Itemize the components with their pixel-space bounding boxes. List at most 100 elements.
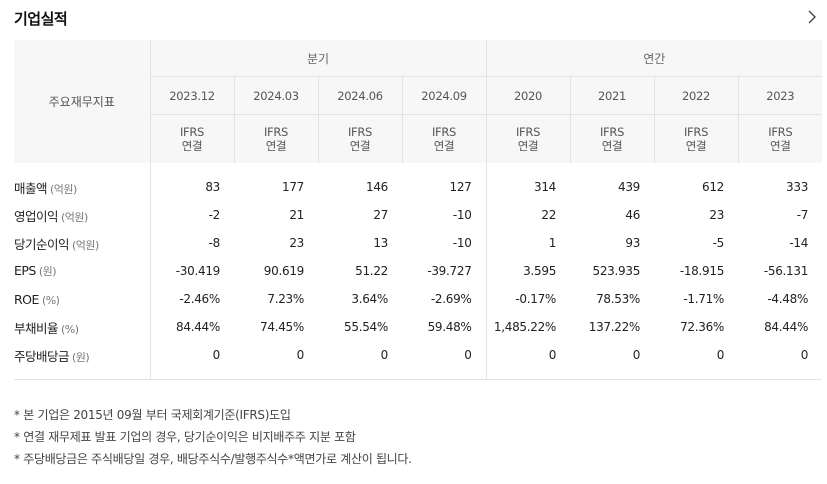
table-cell: -2.46% (149, 285, 234, 313)
table-cell: -2.69% (430, 292, 472, 306)
table-cell: 21 (289, 208, 304, 222)
row-label: ROE (%) (14, 285, 150, 313)
group-header-quarterly: 분기 (149, 40, 487, 77)
column-standard-header: IFRS 연결 (317, 114, 402, 163)
table-cell: 177 (281, 180, 304, 194)
table-cell: 523.935 (592, 264, 641, 278)
standard-label: IFRS (263, 125, 289, 139)
table-cell: 59.48% (427, 320, 472, 334)
table-cell: -56.131 (763, 264, 809, 278)
table-body: 매출액 (억원) 83 177 146 127 314 439 612 333 영업이익 (억원) -2… (14, 163, 822, 380)
table-cell: 0 (149, 341, 234, 380)
table-cell: 0 (380, 348, 389, 362)
column-date-header: 2022 (653, 76, 739, 115)
table-cell: 146 (365, 180, 388, 194)
table-row: 주당배당금 (원) 0 0 0 0 0 0 0 0 (14, 341, 822, 380)
table-cell: 46 (625, 208, 641, 222)
standard-label: IFRS (599, 125, 625, 139)
table-cell: 83 (149, 163, 234, 201)
table-cell: -5 (712, 236, 725, 250)
column-standard-header: IFRS 연결 (485, 114, 571, 163)
table-cell: 1 (485, 229, 571, 257)
table-cell: -8 (149, 229, 234, 257)
table-cell: -30.419 (149, 257, 234, 285)
table-cell: 0 (296, 348, 305, 362)
table-row: EPS (원) -30.419 90.619 51.22 -39.727 3.595 523.… (14, 257, 822, 285)
footnote: * 연결 재무제표 발표 기업의 경우, 당기순이익은 비지배주주 지분 포함 (14, 430, 356, 444)
standard-label: IFRS (347, 125, 373, 139)
table-cell: 1,485.22% (485, 313, 571, 341)
row-label: EPS (원) (14, 257, 150, 285)
table-cell: 3.64% (351, 292, 388, 306)
row-label: 부채비율 (%) (14, 313, 150, 341)
standard-label: IFRS (431, 125, 457, 139)
consolidation-label: 연결 (181, 139, 203, 153)
table-cell: 0 (464, 348, 472, 362)
column-standard-header: IFRS 연결 (149, 114, 234, 163)
metric-unit: (%) (61, 322, 79, 336)
table-head: 주요재무지표 분기 연간 2023.12 2024.03 2024.06 2024.0… (14, 40, 823, 163)
table-cell: 0 (632, 348, 641, 362)
column-date-header: 2020 (485, 76, 571, 115)
footnotes: * 본 기업은 2015년 09월 부터 국제회계기준(IFRS)도입 * 연결… (14, 404, 412, 470)
financial-table-wrapper: 주요재무지표 분기 연간 2023.12 2024.03 2024.06 2024.0… (14, 40, 823, 380)
column-standard-header: IFRS 연결 (233, 114, 318, 163)
table-cell: 72.36% (680, 320, 725, 334)
table-cell: 74.45% (260, 320, 304, 334)
table-cell: 84.44% (764, 320, 809, 334)
row-header-label: 주요재무지표 (14, 40, 150, 163)
table-cell: 0 (485, 341, 571, 380)
metric-name: 매출액 (14, 180, 48, 196)
metric-name: ROE (14, 291, 39, 307)
table-cell: 23 (709, 208, 725, 222)
table-cell: -7 (796, 208, 809, 222)
footnote: * 주당배당금은 주식배당일 경우, 배당주식수/발행주식수*액면가로 계산이 … (14, 452, 412, 466)
row-label: 매출액 (억원) (14, 163, 150, 201)
table-cell: -1.71% (683, 292, 725, 306)
table-row: ROE (%) -2.46% 7.23% 3.64% -2.69% -0.17% 78.53%… (14, 285, 822, 313)
row-label: 영업이익 (억원) (14, 201, 150, 229)
metric-unit: (억원) (61, 210, 88, 224)
table-cell: 27 (373, 208, 388, 222)
financial-table: 주요재무지표 분기 연간 2023.12 2024.03 2024.06 2024.0… (14, 40, 823, 380)
table-cell: -0.17% (485, 285, 571, 313)
chevron-right-icon[interactable] (804, 9, 820, 25)
table-cell: 612 (702, 180, 725, 194)
consolidation-label: 연결 (601, 139, 623, 153)
column-date-header: 2024.06 (317, 76, 402, 115)
column-standard-header: IFRS 연결 (401, 114, 487, 163)
table-cell: 127 (449, 180, 472, 194)
section-header: 기업실적 (14, 6, 820, 32)
column-date-header: 2023 (737, 76, 823, 115)
table-cell: 7.23% (267, 292, 304, 306)
metric-name: 주당배당금 (14, 348, 70, 364)
column-standard-header: IFRS 연결 (653, 114, 739, 163)
standard-label: IFRS (179, 125, 205, 139)
table-cell: -39.727 (427, 264, 472, 278)
table-cell: 13 (373, 236, 388, 250)
metric-unit: (억원) (72, 238, 99, 252)
table-cell: 137.22% (588, 320, 641, 334)
standard-label: IFRS (768, 125, 793, 139)
table-cell: 78.53% (596, 292, 641, 306)
section-title: 기업실적 (14, 10, 68, 28)
metric-name: 영업이익 (14, 208, 59, 224)
table-cell: -10 (452, 208, 472, 222)
table-cell: -14 (789, 236, 809, 250)
group-header-annual: 연간 (485, 40, 823, 77)
metric-unit: (원) (38, 265, 57, 278)
table-cell: -4.48% (767, 292, 809, 306)
table-cell: 314 (485, 163, 571, 201)
table-row: 부채비율 (%) 84.44% 74.45% 55.54% 59.48% 1,485.22%… (14, 313, 822, 341)
column-standard-header: IFRS 연결 (569, 114, 655, 163)
table-cell: 84.44% (149, 313, 234, 341)
table-cell: 3.595 (485, 257, 571, 285)
consolidation-label: 연결 (433, 139, 455, 153)
consolidation-label: 연결 (265, 139, 287, 153)
metric-unit: (억원) (50, 182, 77, 196)
footnote: * 본 기업은 2015년 09월 부터 국제회계기준(IFRS)도입 (14, 408, 291, 422)
table-cell: 93 (625, 236, 641, 250)
standard-label: IFRS (683, 125, 709, 139)
column-date-header: 2021 (569, 76, 655, 115)
metric-unit: (원) (72, 350, 90, 364)
